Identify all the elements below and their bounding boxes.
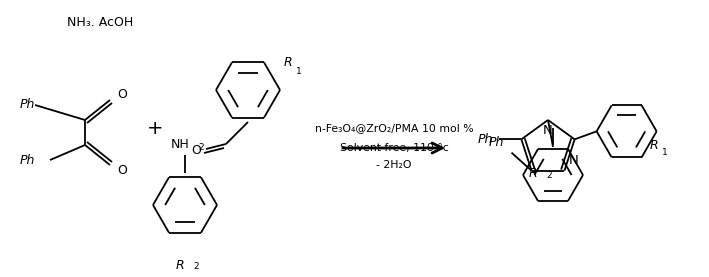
Text: n-Fe₃O₄@ZrO₂/PMA 10 mol %: n-Fe₃O₄@ZrO₂/PMA 10 mol % <box>315 123 474 133</box>
Text: 2: 2 <box>546 171 552 180</box>
Text: Solvent free, 110 °c: Solvent free, 110 °c <box>340 143 448 153</box>
Text: O: O <box>117 88 127 101</box>
Text: N: N <box>569 154 579 167</box>
Text: 2: 2 <box>193 262 199 271</box>
Text: R: R <box>529 167 537 180</box>
Text: O: O <box>191 143 201 157</box>
Text: +: + <box>147 119 163 137</box>
Text: 1: 1 <box>661 148 667 157</box>
Text: Ph: Ph <box>489 136 503 149</box>
Text: O: O <box>117 165 127 178</box>
Text: - 2H₂O: - 2H₂O <box>376 160 412 170</box>
Text: 2: 2 <box>198 143 203 153</box>
Text: 1: 1 <box>296 67 301 76</box>
Text: R: R <box>649 139 658 152</box>
Text: Ph: Ph <box>20 153 35 166</box>
Text: NH₃. AcOH: NH₃. AcOH <box>67 16 133 29</box>
Text: N: N <box>543 124 553 137</box>
Text: R: R <box>176 259 184 272</box>
Text: Ph: Ph <box>20 99 35 112</box>
Text: NH: NH <box>171 138 189 152</box>
Text: Ph: Ph <box>478 133 493 146</box>
Text: R: R <box>284 56 292 69</box>
